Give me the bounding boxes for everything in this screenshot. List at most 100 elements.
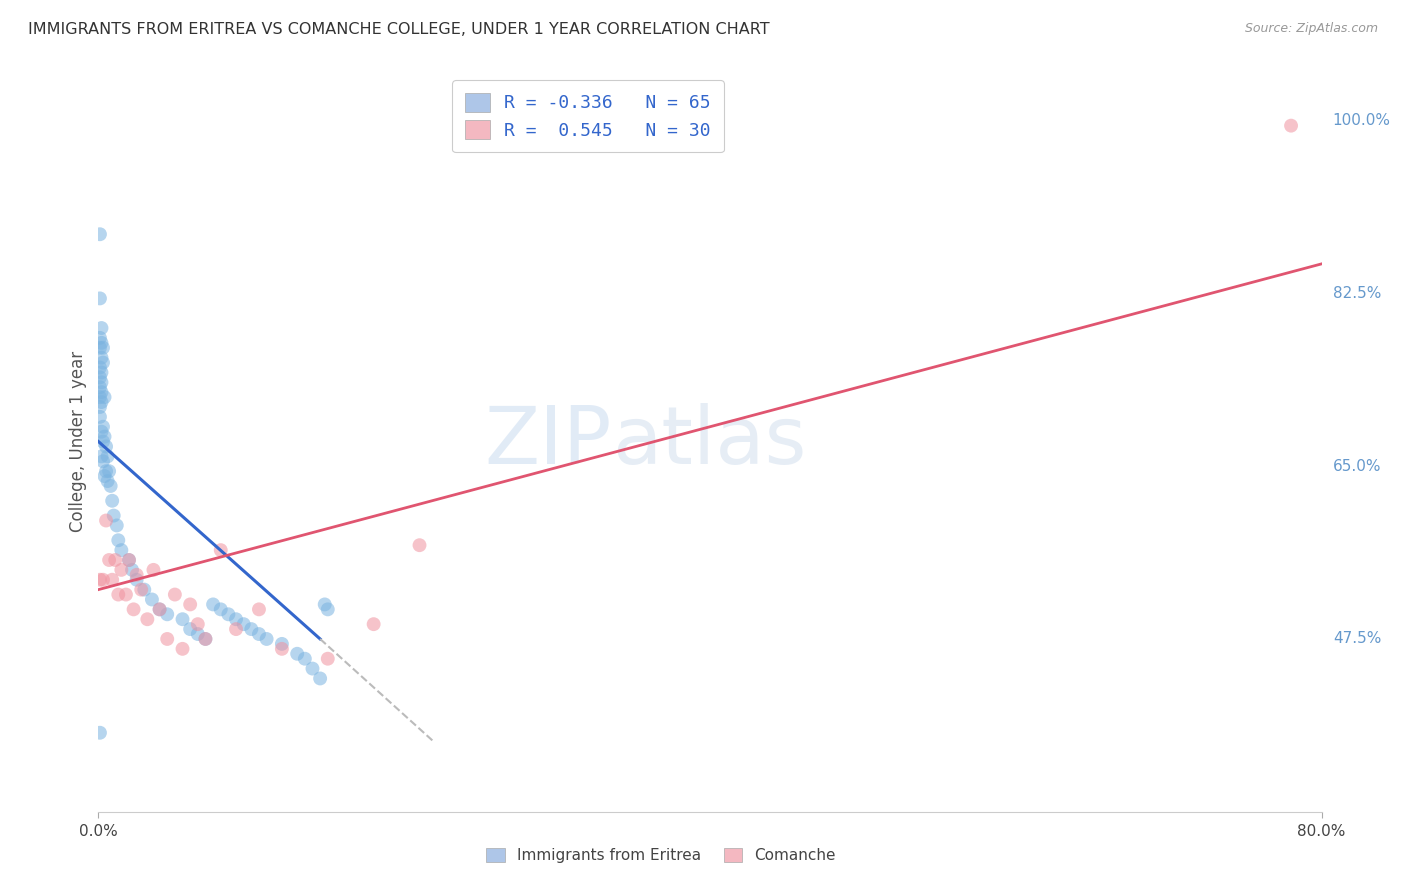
Point — [90, 376, 112, 390]
Text: ZIP: ZIP — [485, 402, 612, 481]
Point — [110, 543, 132, 558]
Point — [194, 632, 217, 646]
Point — [129, 582, 152, 597]
Text: IMMIGRANTS FROM ERITREA VS COMANCHE COLLEGE, UNDER 1 YEAR CORRELATION CHART: IMMIGRANTS FROM ERITREA VS COMANCHE COLL… — [28, 22, 769, 37]
Point — [194, 632, 217, 646]
Point — [256, 632, 278, 646]
Point — [247, 602, 270, 616]
Point — [94, 514, 117, 528]
Point — [240, 622, 263, 636]
Text: 47.5%: 47.5% — [1333, 632, 1381, 647]
Point — [89, 227, 111, 242]
Point — [90, 385, 112, 400]
Point — [172, 612, 194, 626]
Text: 82.5%: 82.5% — [1333, 286, 1381, 301]
Point — [89, 380, 111, 394]
Point — [90, 321, 112, 335]
Point — [89, 341, 111, 355]
Point — [90, 425, 112, 439]
Point — [209, 543, 232, 558]
Point — [247, 627, 270, 641]
Point — [90, 351, 112, 365]
Point — [91, 419, 114, 434]
Point — [232, 617, 254, 632]
Point — [301, 662, 323, 676]
Point — [97, 450, 120, 464]
Point — [94, 464, 117, 478]
Point — [107, 588, 129, 602]
Point — [179, 598, 201, 612]
Point — [408, 538, 430, 552]
Point — [217, 607, 239, 622]
Point — [156, 632, 179, 646]
Point — [270, 637, 292, 651]
Point — [89, 370, 111, 384]
Point — [103, 508, 125, 523]
Point — [118, 553, 141, 567]
Point — [270, 641, 292, 656]
Point — [149, 602, 172, 616]
Point — [97, 474, 120, 488]
Point — [89, 331, 111, 345]
Text: Source: ZipAtlas.com: Source: ZipAtlas.com — [1244, 22, 1378, 36]
Point — [209, 602, 232, 616]
Point — [156, 607, 179, 622]
Point — [187, 617, 209, 632]
Text: atlas: atlas — [612, 402, 807, 481]
Point — [115, 588, 138, 602]
Point — [142, 563, 165, 577]
Point — [187, 627, 209, 641]
Point — [118, 553, 141, 567]
Text: 65.0%: 65.0% — [1333, 458, 1381, 474]
Point — [141, 592, 163, 607]
Point — [107, 533, 129, 548]
Point — [136, 612, 159, 626]
Point — [363, 617, 385, 632]
Point — [91, 573, 114, 587]
Point — [100, 479, 122, 493]
Point — [89, 725, 111, 739]
Point — [110, 563, 132, 577]
Point — [125, 573, 148, 587]
Point — [90, 395, 112, 409]
Point — [179, 622, 201, 636]
Point — [89, 360, 111, 375]
Point — [105, 518, 128, 533]
Point — [285, 647, 308, 661]
Point — [125, 567, 148, 582]
Text: 100.0%: 100.0% — [1333, 113, 1391, 128]
Point — [316, 602, 339, 616]
Point — [1279, 119, 1302, 133]
Point — [91, 454, 114, 468]
Y-axis label: College, Under 1 year: College, Under 1 year — [69, 351, 87, 533]
Point — [101, 493, 124, 508]
Point — [316, 651, 339, 665]
Point — [149, 602, 172, 616]
Point — [101, 573, 124, 587]
Point — [122, 602, 145, 616]
Point — [94, 440, 117, 454]
Point — [89, 292, 111, 306]
Point — [202, 598, 225, 612]
Point — [163, 588, 186, 602]
Point — [93, 429, 115, 443]
Point — [91, 341, 114, 355]
Point — [89, 390, 111, 404]
Point — [134, 582, 156, 597]
Legend: Immigrants from Eritrea, Comanche: Immigrants from Eritrea, Comanche — [478, 840, 844, 871]
Point — [90, 335, 112, 350]
Point — [93, 390, 115, 404]
Point — [309, 672, 332, 686]
Point — [225, 622, 247, 636]
Point — [91, 355, 114, 369]
Point — [90, 450, 112, 464]
Point — [89, 409, 111, 424]
Point — [294, 651, 316, 665]
Point — [90, 366, 112, 380]
Point — [225, 612, 247, 626]
Point — [104, 553, 127, 567]
Point — [314, 598, 336, 612]
Point — [98, 553, 121, 567]
Point — [89, 573, 111, 587]
Point — [121, 563, 143, 577]
